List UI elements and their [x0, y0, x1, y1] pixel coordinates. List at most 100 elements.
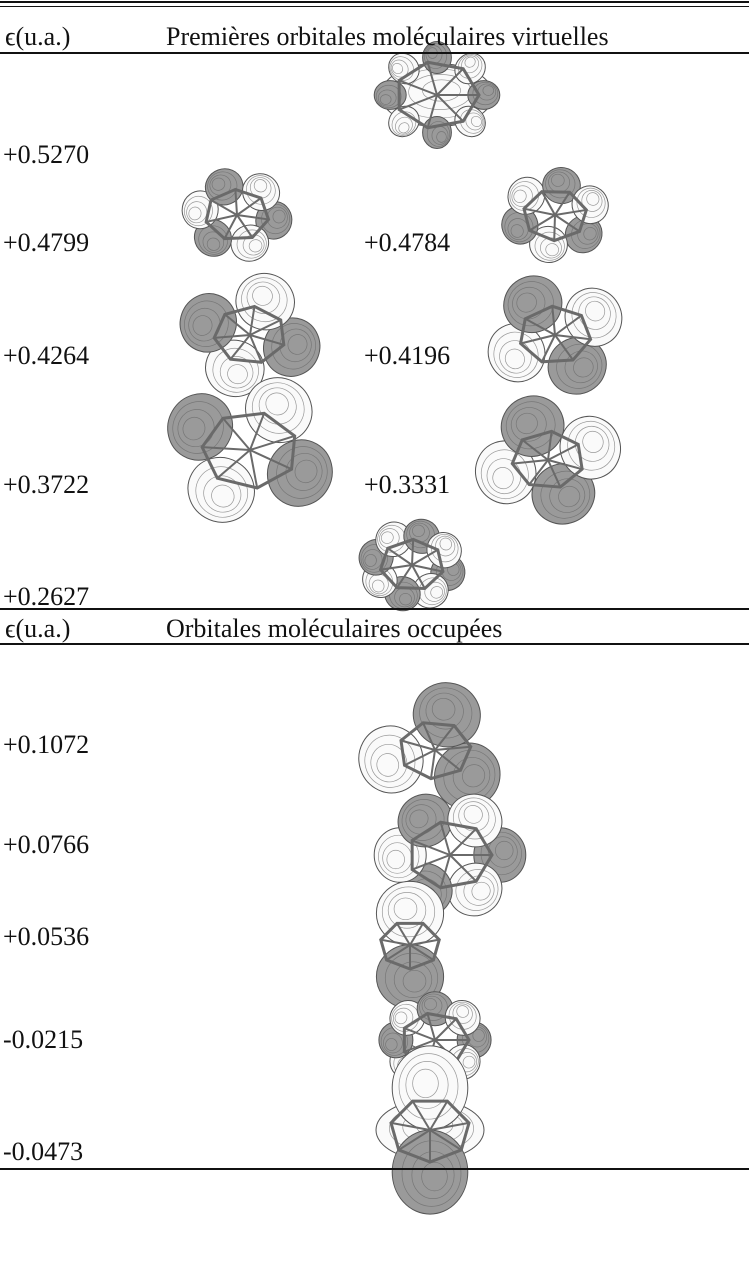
bond: [249, 449, 292, 471]
ring: [389, 1099, 471, 1164]
bond: [236, 214, 254, 239]
contour: [398, 122, 410, 134]
orbital: [167, 377, 333, 523]
contour: [492, 467, 514, 490]
contour: [462, 1055, 476, 1069]
bond: [524, 317, 556, 336]
bond: [528, 214, 556, 232]
bond: [429, 749, 436, 779]
contour: [504, 212, 534, 243]
contour: [409, 809, 429, 829]
orbital: [501, 167, 609, 263]
contour: [458, 801, 490, 832]
bond: [398, 79, 438, 96]
bond: [222, 417, 251, 451]
contour: [279, 328, 312, 363]
lobe: [245, 377, 313, 444]
energy: -0.0215: [3, 1025, 84, 1054]
contour: [386, 849, 405, 870]
contour: [380, 531, 394, 544]
contour: [586, 192, 600, 206]
contour: [456, 1005, 469, 1018]
bond: [404, 1027, 436, 1041]
contour: [472, 81, 499, 106]
contour: [377, 524, 406, 553]
contour: [564, 350, 598, 384]
bond: [554, 214, 581, 233]
bond: [236, 197, 262, 216]
bond: [523, 207, 556, 216]
orbital: [487, 275, 623, 395]
contour: [436, 131, 447, 143]
contour: [184, 195, 213, 227]
contour: [211, 177, 226, 191]
contour: [276, 446, 328, 499]
contour: [480, 831, 522, 876]
orbital: [358, 518, 466, 612]
contour: [422, 79, 461, 102]
contour: [398, 1053, 459, 1120]
bond: [554, 334, 574, 361]
bond: [426, 94, 438, 129]
bond: [436, 68, 464, 96]
contour: [509, 181, 539, 211]
contour: [372, 579, 385, 593]
contour: [515, 412, 538, 435]
contour: [482, 85, 495, 96]
contour: [377, 89, 397, 107]
contour: [195, 466, 249, 518]
lobe: [266, 439, 333, 507]
bond: [409, 938, 440, 946]
ring: [510, 429, 584, 489]
contour: [212, 347, 259, 393]
contour: [385, 1038, 398, 1051]
ring: [410, 820, 494, 890]
bond: [223, 214, 238, 240]
contour: [207, 171, 238, 201]
bond: [439, 854, 451, 889]
bond: [554, 314, 582, 336]
ring: [399, 721, 473, 781]
contour: [401, 1140, 462, 1207]
bond: [411, 564, 426, 589]
bond: [547, 459, 583, 471]
contour: [464, 56, 476, 68]
ring: [378, 537, 445, 590]
contour: [487, 836, 518, 868]
rule: [0, 1168, 749, 1170]
contour: [424, 998, 437, 1011]
header-title: Orbitales moléculaires occupées: [166, 614, 503, 643]
bond: [411, 564, 444, 573]
contour: [545, 243, 559, 257]
contour: [405, 1061, 449, 1109]
contour: [556, 343, 603, 389]
rule: [0, 1, 749, 3]
contour: [426, 121, 451, 147]
bond: [528, 459, 549, 486]
orbital: [375, 1045, 485, 1215]
contour: [507, 281, 554, 327]
bond: [202, 446, 251, 451]
contour: [578, 296, 611, 330]
bond: [554, 208, 587, 216]
bond: [520, 334, 556, 345]
bond: [249, 334, 263, 363]
bond: [216, 449, 251, 479]
energy: +0.0766: [3, 830, 90, 859]
contour: [391, 1003, 420, 1032]
contour: [219, 356, 254, 389]
bond: [236, 214, 269, 221]
bond: [411, 548, 439, 566]
contour: [470, 115, 482, 127]
contour: [493, 331, 539, 378]
bond: [229, 334, 251, 360]
contour: [258, 387, 297, 425]
orbital: [475, 395, 621, 525]
contour: [405, 804, 437, 835]
bond: [380, 938, 411, 946]
bond: [396, 922, 411, 946]
contour: [418, 577, 447, 606]
orbital: [358, 682, 501, 810]
bond: [249, 334, 285, 346]
